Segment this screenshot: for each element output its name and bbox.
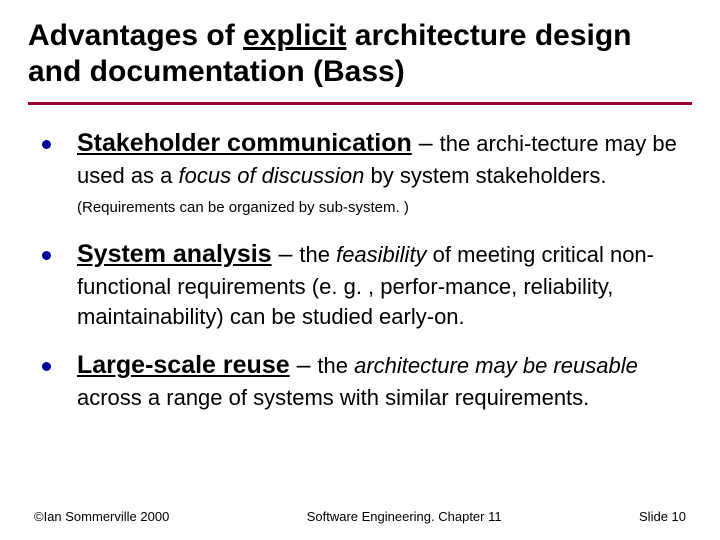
slide-footer: ©Ian Sommerville 2000 Software Engineeri… (0, 509, 720, 524)
slide-title: Advantages of explicit architecture desi… (28, 18, 692, 90)
slide-body: Stakeholder communication – the archi-te… (28, 127, 692, 413)
item-text: Large-scale reuse – the architecture may… (77, 349, 686, 412)
footer-left: ©Ian Sommerville 2000 (34, 509, 169, 524)
title-divider (28, 102, 692, 105)
bullet-icon (42, 251, 51, 260)
footer-right: Slide 10 (639, 509, 686, 524)
item-dash: – (290, 351, 318, 379)
title-pre: Advantages of (28, 19, 243, 52)
item-term: Stakeholder communication (77, 129, 412, 157)
slide: Advantages of explicit architecture desi… (0, 0, 720, 540)
item-dash: – (272, 240, 300, 268)
list-item: System analysis – the feasibility of mee… (42, 238, 686, 331)
item-text: System analysis – the feasibility of mee… (77, 238, 686, 331)
item-term: Large-scale reuse (77, 351, 290, 379)
list-item: Large-scale reuse – the architecture may… (42, 349, 686, 412)
title-underlined: explicit (243, 19, 346, 52)
item-dash: – (412, 129, 440, 157)
bullet-icon (42, 140, 51, 149)
item-text: Stakeholder communication – the archi-te… (77, 127, 686, 220)
footer-center: Software Engineering. Chapter 11 (307, 509, 502, 524)
item-term: System analysis (77, 240, 272, 268)
bullet-icon (42, 362, 51, 371)
list-item: Stakeholder communication – the archi-te… (42, 127, 686, 220)
